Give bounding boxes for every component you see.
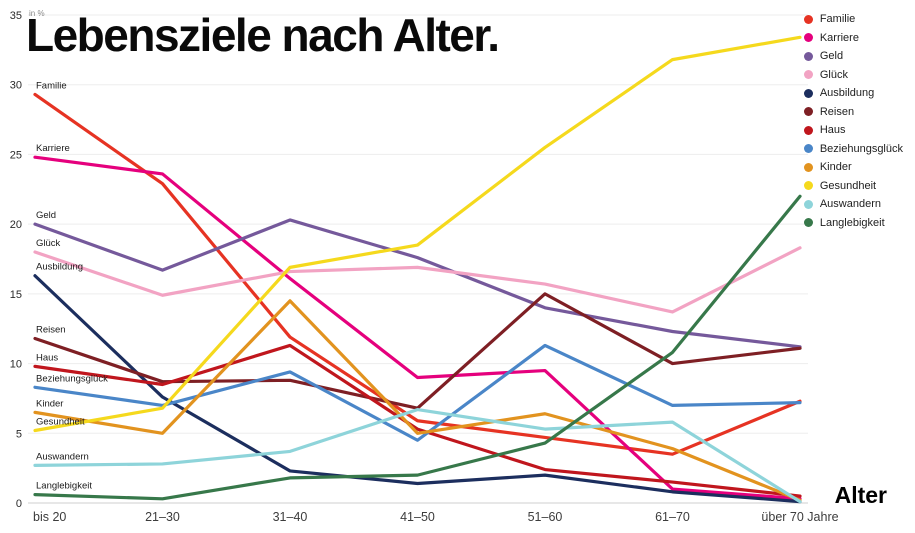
x-tick-label: über 70 Jahre: [761, 510, 838, 524]
series-line: [33, 274, 802, 504]
x-tick-label: 31–40: [273, 510, 308, 524]
legend-item: Gesundheit: [803, 179, 903, 192]
legend-swatch: [803, 14, 813, 24]
legend-item: Karriere: [803, 31, 903, 44]
legend-swatch: [803, 218, 813, 227]
y-tick-label: 10: [10, 359, 22, 371]
legend-swatch: [803, 51, 813, 61]
legend-swatch: [803, 107, 813, 116]
y-tick-label: 5: [16, 428, 22, 440]
legend-label: Reisen: [819, 105, 855, 118]
legend-label: Haus: [819, 124, 846, 136]
x-tick-label: 51–60: [528, 510, 563, 524]
legend-label: Familie: [819, 13, 856, 25]
chart-title: Lebensziele nach Alter.: [26, 9, 500, 61]
series-line: [33, 299, 802, 502]
series-label: Glück: [36, 238, 61, 249]
x-tick-label: 41–50: [400, 510, 435, 524]
series-line: [33, 92, 802, 456]
legend-swatch: [803, 144, 813, 153]
x-tick-label: 61–70: [655, 510, 690, 524]
legend-label: Kinder: [819, 161, 852, 173]
series-line: [33, 155, 802, 501]
legend-swatch: [803, 33, 813, 42]
series-label: Familie: [36, 80, 67, 91]
legend-label: Ausbildung: [819, 87, 875, 99]
y-tick-label: 15: [10, 289, 22, 301]
series-line: [33, 246, 802, 314]
legend-label: Karriere: [819, 31, 859, 44]
legend-label: Langlebigkeit: [819, 216, 885, 229]
legend-swatch: [803, 181, 813, 190]
unit-label: in %: [29, 9, 45, 18]
series-line: [33, 292, 802, 410]
legend-swatch: [803, 162, 813, 172]
series-line: [33, 218, 802, 349]
legend-item: Ausbildung: [803, 87, 903, 99]
series-label: Langlebigkeit: [36, 481, 92, 492]
series-line: [33, 343, 802, 442]
legend-swatch: [803, 88, 813, 98]
series-label: Gesundheit: [36, 416, 85, 427]
legend-label: Auswandern: [819, 198, 881, 210]
legend-item: Haus: [803, 124, 903, 136]
series-label: Ausbildung: [36, 262, 83, 273]
legend-swatch: [803, 70, 813, 79]
series-label: Kinder: [36, 398, 63, 409]
series-label: Auswandern: [36, 451, 89, 462]
x-axis-title: Alter: [834, 482, 887, 508]
legend-label: Glück: [819, 68, 848, 81]
legend-item: Langlebigkeit: [803, 216, 903, 229]
legend-item: Auswandern: [803, 198, 903, 210]
y-tick-label: 35: [10, 10, 22, 22]
y-tick-label: 30: [10, 80, 22, 92]
y-tick-label: 25: [10, 149, 22, 161]
legend-item: Reisen: [803, 105, 903, 118]
legend-item: Familie: [803, 13, 903, 25]
series-label: Karriere: [36, 143, 70, 154]
series-line: [33, 35, 802, 433]
y-tick-label: 0: [16, 498, 22, 510]
legend-label: Geld: [819, 50, 844, 62]
legend-item: Kinder: [803, 161, 903, 173]
series-line: [33, 194, 802, 501]
series-label: Geld: [36, 210, 56, 221]
legend-label: Gesundheit: [819, 179, 877, 192]
x-tick-label: 21–30: [145, 510, 180, 524]
legend: Familie Karriere Geld Glück Ausbildung Reisen…: [803, 13, 903, 229]
legend-label: Beziehungsglück: [819, 142, 903, 155]
legend-swatch: [803, 125, 813, 135]
series-label: Reisen: [36, 324, 66, 335]
legend-item: Glück: [803, 68, 903, 81]
series-line: [33, 343, 802, 498]
legend-swatch: [803, 199, 813, 209]
series-line: [33, 407, 802, 504]
series-label: Beziehungsglück: [36, 373, 108, 384]
y-tick-label: 20: [10, 219, 22, 231]
legend-item: Geld: [803, 50, 903, 62]
legend-item: Beziehungsglück: [803, 142, 903, 155]
series-label: Haus: [36, 352, 58, 363]
x-tick-label: bis 20: [33, 510, 66, 524]
